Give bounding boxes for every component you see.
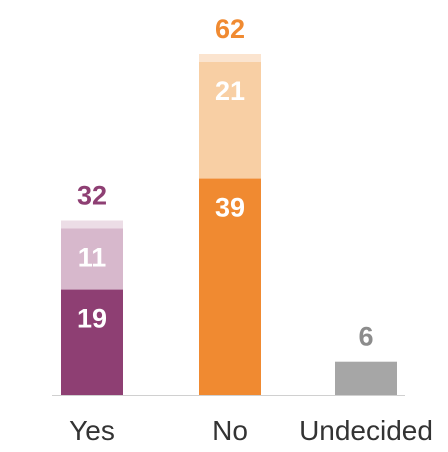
bar-yes-bottom bbox=[61, 289, 123, 395]
total-label-undecided: 6 bbox=[358, 322, 373, 352]
bar-yes-cap bbox=[61, 220, 123, 229]
labels-group: 19 11 32 Yes 39 21 62 No 6 Undecided bbox=[69, 14, 433, 446]
segment-label-yes-bottom: 19 bbox=[77, 304, 107, 334]
bar-no-cap bbox=[199, 54, 261, 62]
segment-label-no-top: 21 bbox=[215, 76, 245, 106]
x-tick-label-yes: Yes bbox=[69, 415, 115, 446]
bar-no-top bbox=[199, 62, 261, 179]
bar-no-bottom bbox=[199, 178, 261, 395]
total-label-yes: 32 bbox=[77, 181, 107, 211]
segment-label-no-bottom: 39 bbox=[215, 193, 245, 223]
x-tick-label-undecided: Undecided bbox=[299, 415, 433, 446]
bar-undecided-bottom bbox=[335, 361, 397, 395]
bars-group bbox=[61, 54, 397, 395]
x-tick-label-no: No bbox=[212, 415, 248, 446]
segment-label-yes-top: 11 bbox=[78, 243, 107, 273]
total-label-no: 62 bbox=[215, 14, 245, 44]
bar-yes-top bbox=[61, 228, 123, 290]
